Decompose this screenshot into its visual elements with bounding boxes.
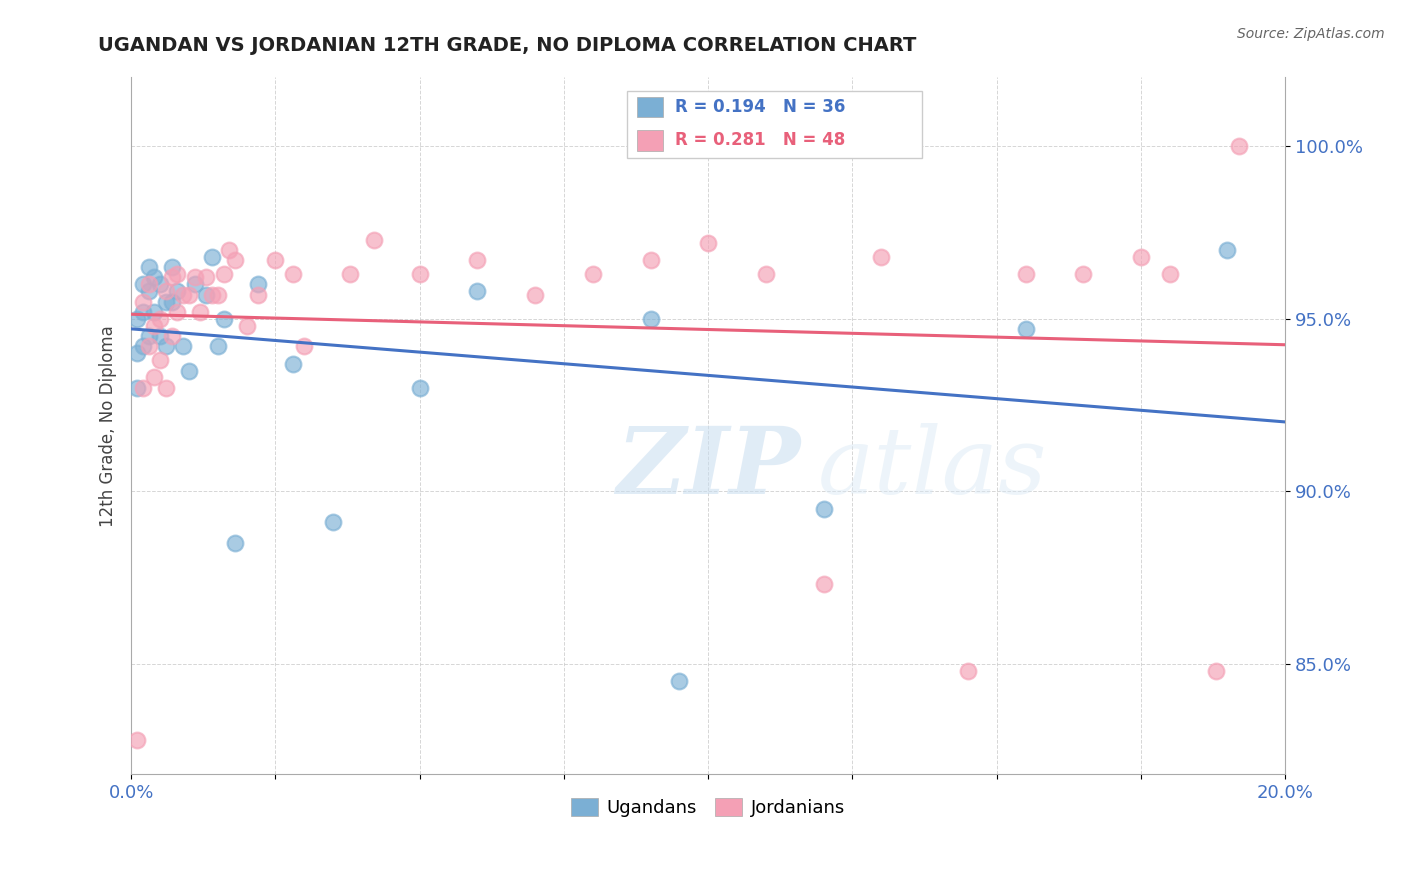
- Point: [138, 260, 160, 274]
- Point: [1014, 267, 1036, 281]
- Point: [160, 294, 183, 309]
- Point: [183, 277, 205, 292]
- Point: [190, 305, 212, 319]
- Point: [467, 253, 489, 268]
- Point: [132, 339, 155, 353]
- Point: [125, 381, 148, 395]
- Point: [207, 339, 229, 353]
- Point: [264, 253, 287, 268]
- Point: [183, 270, 205, 285]
- Point: [640, 311, 662, 326]
- Point: [155, 294, 177, 309]
- Point: [813, 501, 835, 516]
- Text: atlas: atlas: [818, 423, 1047, 513]
- Point: [1216, 243, 1239, 257]
- Point: [149, 311, 172, 326]
- Point: [235, 318, 257, 333]
- Point: [138, 339, 160, 353]
- Text: R = 0.194   N = 36: R = 0.194 N = 36: [675, 98, 845, 116]
- Point: [132, 305, 155, 319]
- Point: [138, 329, 160, 343]
- Point: [409, 267, 432, 281]
- Point: [177, 287, 200, 301]
- Bar: [637, 96, 664, 118]
- Point: [201, 250, 224, 264]
- Point: [172, 339, 194, 353]
- Y-axis label: 12th Grade, No Diploma: 12th Grade, No Diploma: [100, 325, 117, 526]
- Point: [212, 267, 235, 281]
- Point: [166, 305, 188, 319]
- Point: [132, 381, 155, 395]
- Bar: [637, 129, 664, 151]
- Point: [155, 381, 177, 395]
- Point: [195, 287, 218, 301]
- Text: UGANDAN VS JORDANIAN 12TH GRADE, NO DIPLOMA CORRELATION CHART: UGANDAN VS JORDANIAN 12TH GRADE, NO DIPL…: [98, 36, 917, 54]
- Point: [870, 250, 893, 264]
- Point: [755, 267, 778, 281]
- Point: [149, 329, 172, 343]
- Point: [339, 267, 361, 281]
- Point: [155, 285, 177, 299]
- Point: [224, 253, 246, 268]
- Point: [1159, 267, 1181, 281]
- Point: [668, 673, 690, 688]
- Point: [160, 260, 183, 274]
- Point: [1227, 139, 1250, 153]
- Point: [1205, 664, 1227, 678]
- Point: [281, 357, 304, 371]
- Point: [322, 516, 344, 530]
- Point: [224, 536, 246, 550]
- Point: [247, 287, 270, 301]
- Point: [247, 277, 270, 292]
- Text: R = 0.281   N = 48: R = 0.281 N = 48: [675, 131, 845, 149]
- Point: [143, 370, 166, 384]
- Point: [143, 305, 166, 319]
- Point: [409, 381, 432, 395]
- Point: [640, 253, 662, 268]
- Point: [195, 270, 218, 285]
- Text: ZIP: ZIP: [616, 423, 800, 513]
- Point: [363, 233, 385, 247]
- Point: [160, 329, 183, 343]
- Text: Source: ZipAtlas.com: Source: ZipAtlas.com: [1237, 27, 1385, 41]
- Point: [172, 287, 194, 301]
- Point: [138, 285, 160, 299]
- Point: [201, 287, 224, 301]
- Point: [125, 346, 148, 360]
- Point: [125, 732, 148, 747]
- Point: [956, 664, 979, 678]
- Point: [132, 294, 155, 309]
- Point: [813, 577, 835, 591]
- Point: [281, 267, 304, 281]
- Point: [1071, 267, 1094, 281]
- Point: [1129, 250, 1152, 264]
- FancyBboxPatch shape: [627, 91, 922, 158]
- Point: [149, 353, 172, 368]
- Point: [207, 287, 229, 301]
- Point: [1014, 322, 1036, 336]
- Point: [132, 277, 155, 292]
- Point: [143, 270, 166, 285]
- Point: [149, 277, 172, 292]
- Point: [292, 339, 315, 353]
- Point: [218, 243, 240, 257]
- Point: [212, 311, 235, 326]
- Point: [166, 285, 188, 299]
- Point: [467, 285, 489, 299]
- Point: [524, 287, 547, 301]
- Point: [697, 235, 720, 250]
- Point: [155, 339, 177, 353]
- Point: [138, 277, 160, 292]
- Point: [177, 363, 200, 377]
- Point: [125, 311, 148, 326]
- Point: [143, 318, 166, 333]
- Legend: Ugandans, Jordanians: Ugandans, Jordanians: [564, 790, 853, 824]
- Point: [582, 267, 605, 281]
- Point: [160, 270, 183, 285]
- Point: [166, 267, 188, 281]
